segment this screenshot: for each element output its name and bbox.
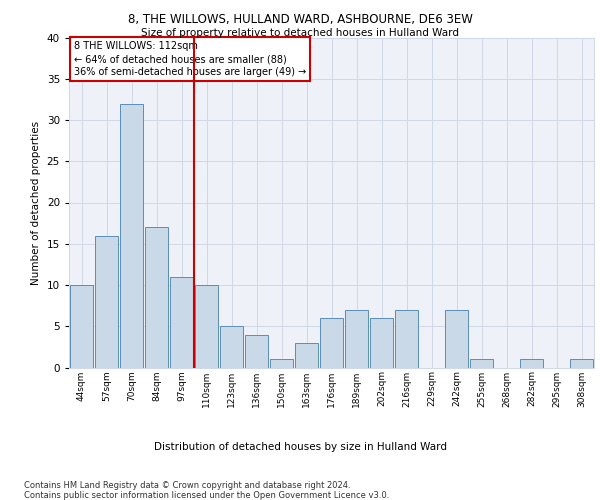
Bar (70, 285, 93, 368)
Text: Contains public sector information licensed under the Open Government Licence v3: Contains public sector information licen… (24, 491, 389, 500)
Bar (295, 343, 318, 367)
Text: Contains HM Land Registry data © Crown copyright and database right 2024.: Contains HM Land Registry data © Crown c… (24, 481, 350, 490)
Text: Distribution of detached houses by size in Hulland Ward: Distribution of detached houses by size … (154, 442, 446, 452)
Bar (170, 277, 193, 368)
Bar (120, 104, 143, 368)
Bar (445, 310, 468, 368)
Bar (220, 326, 243, 368)
Text: Size of property relative to detached houses in Hulland Ward: Size of property relative to detached ho… (141, 28, 459, 38)
Bar (95, 236, 118, 368)
Bar (370, 318, 393, 368)
Bar (345, 310, 368, 368)
Bar (245, 334, 268, 368)
Bar (470, 359, 493, 368)
Bar (520, 359, 543, 368)
Text: 8 THE WILLOWS: 112sqm
← 64% of detached houses are smaller (88)
36% of semi-deta: 8 THE WILLOWS: 112sqm ← 64% of detached … (74, 41, 307, 77)
Bar (320, 318, 343, 368)
Y-axis label: Number of detached properties: Number of detached properties (31, 120, 41, 284)
Bar (395, 310, 418, 368)
Bar (195, 285, 218, 368)
Bar (145, 227, 168, 368)
Bar (570, 359, 593, 368)
Bar (270, 359, 293, 368)
Text: 8, THE WILLOWS, HULLAND WARD, ASHBOURNE, DE6 3EW: 8, THE WILLOWS, HULLAND WARD, ASHBOURNE,… (128, 12, 472, 26)
